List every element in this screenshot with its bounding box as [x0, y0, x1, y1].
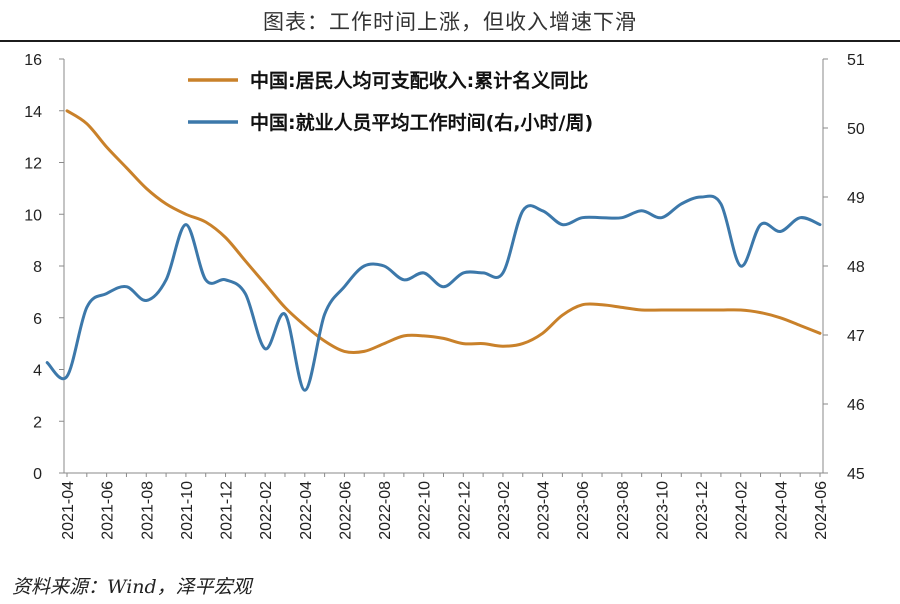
x-tick-label: 2023-08: [615, 481, 632, 540]
title-divider: [0, 40, 900, 42]
y-right-tick-label: 48: [847, 259, 865, 276]
y-left-tick-label: 2: [33, 414, 42, 431]
y-left-tick-label: 14: [24, 104, 42, 121]
x-tick-label: 2023-12: [694, 481, 711, 540]
x-tick-label: 2023-02: [496, 481, 513, 540]
x-tick-label: 2022-12: [456, 481, 473, 540]
x-tick-label: 2023-04: [536, 481, 553, 540]
x-tick-label: 2023-06: [575, 481, 592, 540]
y-right-tick-label: 46: [847, 397, 865, 414]
series-line-income: [65, 109, 822, 355]
y-right-tick-label: 51: [847, 52, 865, 69]
y-right-tick-label: 49: [847, 190, 865, 207]
y-left-tick-label: 10: [24, 207, 42, 224]
x-tick-label: 2021-10: [179, 481, 196, 540]
series-line-hours: [45, 194, 822, 392]
y-left-tick-label: 0: [33, 466, 42, 483]
y-left-tick-label: 16: [24, 52, 42, 69]
x-tick-label: 2022-02: [258, 481, 275, 540]
x-tick-label: 2021-06: [100, 481, 117, 540]
y-left-tick-label: 4: [33, 363, 42, 380]
source-note: 资料来源：Wind，泽平宏观: [12, 576, 252, 598]
x-tick-label: 2022-04: [298, 481, 315, 540]
x-tick-label: 2022-06: [337, 481, 354, 540]
x-tick-label: 2021-12: [219, 481, 236, 540]
series-layer: [45, 109, 822, 392]
x-tick-label: 2024-04: [773, 481, 790, 540]
x-tick-label: 2022-08: [377, 481, 394, 540]
chart-title: 图表：工作时间上涨，但收入增速下滑: [263, 10, 637, 34]
legend-item-income-label: 中国:居民人均可支配收入:累计名义同比: [250, 69, 588, 92]
x-tick-label: 2023-10: [654, 481, 671, 540]
y-left-tick-label: 8: [33, 259, 42, 276]
y-right-tick-label: 45: [847, 466, 865, 483]
legend-item-hours-label: 中国:就业人员平均工作时间(右,小时/周): [250, 111, 593, 134]
x-tick-label: 2024-06: [813, 481, 830, 540]
x-tick-label: 2022-10: [417, 481, 434, 540]
y-right-tick-label: 50: [847, 121, 865, 138]
y-right-tick-label: 47: [847, 328, 865, 345]
y-left-tick-label: 12: [24, 156, 42, 173]
x-tick-label: 2024-02: [734, 481, 751, 540]
x-tick-label: 2021-04: [60, 481, 77, 540]
y-left-tick-label: 6: [33, 311, 42, 328]
x-tick-label: 2021-08: [139, 481, 156, 540]
